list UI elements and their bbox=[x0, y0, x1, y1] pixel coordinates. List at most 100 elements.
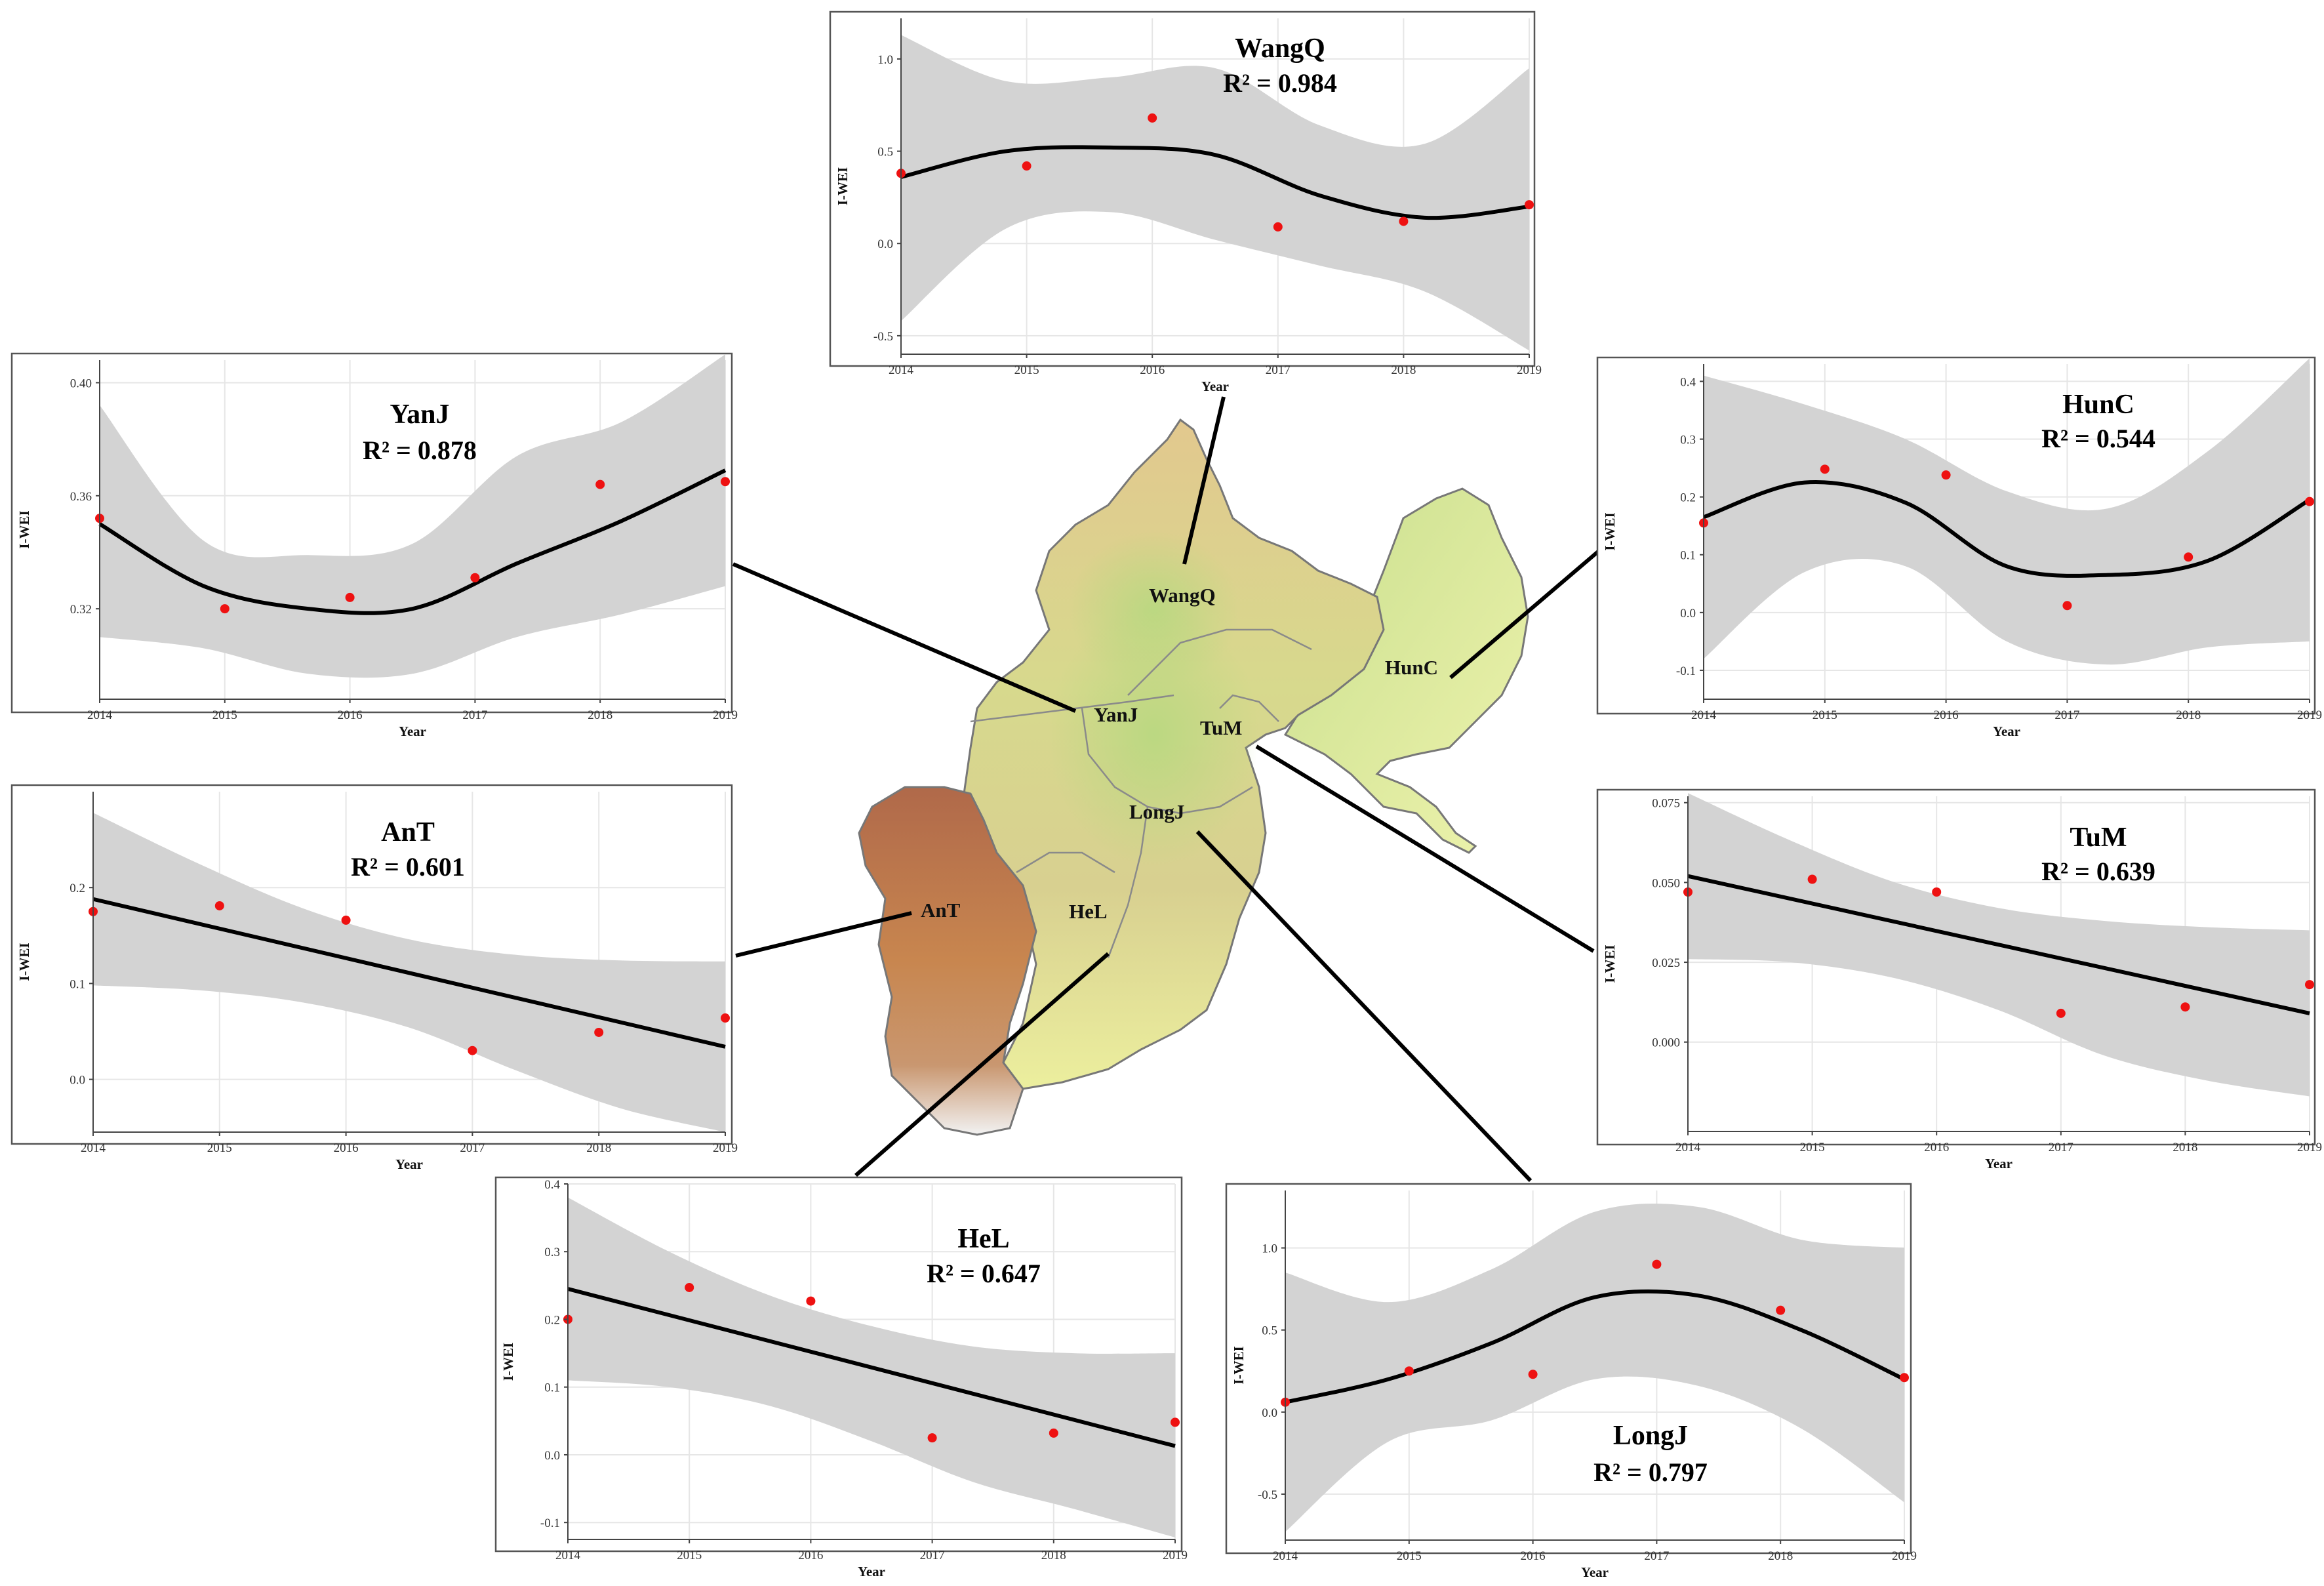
y-tick-label: 0.000 bbox=[1652, 1036, 1680, 1050]
x-tick-label: 2014 bbox=[1691, 708, 1717, 722]
chart-title: HunC bbox=[2062, 390, 2134, 420]
x-axis-title: Year bbox=[1985, 1156, 2013, 1171]
x-tick-label: 2019 bbox=[713, 1141, 738, 1155]
map-label-tum: TuM bbox=[1200, 716, 1242, 739]
x-axis-title: Year bbox=[399, 723, 426, 739]
x-tick-label: 2019 bbox=[713, 708, 738, 722]
y-axis-title: I-WEI bbox=[1602, 512, 1618, 550]
x-tick-label: 2014 bbox=[1675, 1141, 1701, 1154]
data-point bbox=[1528, 1370, 1538, 1379]
y-tick-label: 0.4 bbox=[1680, 375, 1696, 389]
y-tick-label: 0.075 bbox=[1652, 797, 1680, 811]
x-tick-label: 2015 bbox=[212, 708, 237, 722]
data-point bbox=[220, 604, 230, 614]
data-point bbox=[1900, 1373, 1909, 1383]
map-region-west bbox=[858, 786, 1037, 1136]
x-tick-label: 2014 bbox=[81, 1141, 106, 1155]
data-point bbox=[1171, 1417, 1180, 1427]
map-label-hunc: HunC bbox=[1385, 656, 1438, 679]
data-point bbox=[1525, 200, 1534, 210]
x-tick-label: 2015 bbox=[677, 1549, 702, 1562]
chart-longj: 2014 2015 2016 2017 2018 2019 -0.5 0.0 0.5 1.0 Yea… bbox=[1225, 1183, 1917, 1580]
chart-title: AnT bbox=[381, 817, 435, 847]
map-label-hel: HeL bbox=[1069, 900, 1108, 923]
x-tick-label: 2017 bbox=[460, 1141, 485, 1155]
chart-title: YanJ bbox=[390, 399, 449, 430]
data-point bbox=[1652, 1259, 1662, 1269]
x-tick-label: 2016 bbox=[338, 708, 363, 722]
y-tick-label: 0.3 bbox=[544, 1246, 560, 1259]
y-axis-title: I-WEI bbox=[1231, 1346, 1247, 1384]
x-tick-label: 2019 bbox=[1163, 1549, 1188, 1562]
data-point bbox=[2062, 601, 2072, 611]
y-tick-label: 0.0 bbox=[1680, 607, 1696, 620]
x-tick-label: 2016 bbox=[334, 1141, 359, 1155]
x-tick-label: 2014 bbox=[87, 708, 113, 722]
chart-wangq: 2014 2015 2016 2017 2018 2019 -0.5 0.0 0.5 1.0 Yea… bbox=[829, 10, 1542, 394]
y-tick-label: 0.1 bbox=[70, 977, 85, 991]
x-tick-label: 2019 bbox=[2297, 708, 2322, 722]
y-tick-label: -0.5 bbox=[873, 330, 893, 344]
data-point bbox=[214, 901, 224, 910]
y-tick-label: 0.5 bbox=[877, 146, 893, 159]
y-tick-label: 0.0 bbox=[877, 237, 893, 251]
x-tick-label: 2017 bbox=[462, 708, 487, 722]
x-tick-label: 2016 bbox=[1934, 708, 1959, 722]
data-point bbox=[594, 1027, 604, 1037]
y-axis-title: I-WEI bbox=[1602, 945, 1618, 983]
x-tick-label: 2015 bbox=[1397, 1549, 1422, 1563]
x-tick-label: 2019 bbox=[2297, 1141, 2322, 1154]
map-boundaries bbox=[970, 628, 1312, 958]
y-tick-label: 0.3 bbox=[1680, 434, 1696, 447]
fit-line bbox=[1285, 1289, 1906, 1404]
data-point bbox=[1399, 216, 1409, 226]
x-axis-title: Year bbox=[1201, 378, 1229, 394]
x-tick-label: 2018 bbox=[2173, 1141, 2197, 1154]
r-squared-label: R² = 0.601 bbox=[351, 852, 465, 882]
x-tick-label: 2017 bbox=[2054, 708, 2079, 722]
x-axis-title: Year bbox=[858, 1564, 885, 1579]
connector-hunc bbox=[1449, 538, 1613, 680]
data-point bbox=[721, 477, 730, 487]
fit-line bbox=[92, 897, 726, 1049]
x-tick-label: 2015 bbox=[207, 1141, 232, 1155]
connector-yanj bbox=[732, 562, 1077, 713]
fit-line bbox=[1703, 480, 2311, 578]
x-tick-label: 2018 bbox=[1391, 363, 1416, 377]
data-point bbox=[341, 915, 351, 925]
r-squared-label: R² = 0.639 bbox=[2041, 857, 2155, 886]
fit-line bbox=[567, 1287, 1176, 1448]
y-tick-label: 1.0 bbox=[877, 53, 893, 67]
chart-hel: 2014 2015 2016 2017 2018 2019 -0.1 0.0 0.1 0.2 0.3… bbox=[494, 1176, 1188, 1579]
confidence-band bbox=[1704, 358, 2310, 665]
x-tick-label: 2018 bbox=[586, 1141, 611, 1155]
fit-line bbox=[900, 145, 1530, 220]
x-tick-label: 2017 bbox=[2049, 1141, 2074, 1154]
y-tick-label: 0.40 bbox=[70, 376, 92, 390]
y-tick-label: 1.0 bbox=[1262, 1242, 1277, 1256]
data-point bbox=[2305, 497, 2314, 506]
x-tick-label: 2014 bbox=[889, 363, 914, 377]
chart-title: HeL bbox=[957, 1224, 1009, 1254]
data-point bbox=[470, 573, 480, 582]
y-tick-label: 0.36 bbox=[70, 490, 92, 504]
map-upland bbox=[1069, 531, 1239, 689]
r-squared-label: R² = 0.797 bbox=[1593, 1457, 1708, 1487]
y-axis-title: I-WEI bbox=[16, 510, 32, 548]
y-tick-label: 0.2 bbox=[544, 1313, 560, 1327]
data-point bbox=[595, 479, 605, 489]
x-tick-label: 2017 bbox=[920, 1549, 945, 1562]
y-tick-label: 0.32 bbox=[70, 603, 92, 617]
x-tick-label: 2016 bbox=[798, 1549, 823, 1562]
chart-tum: 2014 2015 2016 2017 2018 2019 0.000 0.025 0.050 0… bbox=[1596, 788, 2322, 1171]
chart-title: WangQ bbox=[1235, 33, 1325, 64]
chart-ant: 2014 2015 2016 2017 2018 2019 0.0 0.1 0.2 Year I-W… bbox=[10, 784, 738, 1172]
data-point bbox=[1148, 113, 1157, 123]
confidence-band bbox=[1285, 1204, 1904, 1532]
y-tick-label: 0.050 bbox=[1652, 876, 1680, 890]
fit-line bbox=[1687, 874, 2310, 1015]
data-point bbox=[1820, 464, 1830, 474]
x-tick-label: 2016 bbox=[1924, 1141, 1949, 1154]
data-point bbox=[1273, 222, 1283, 232]
